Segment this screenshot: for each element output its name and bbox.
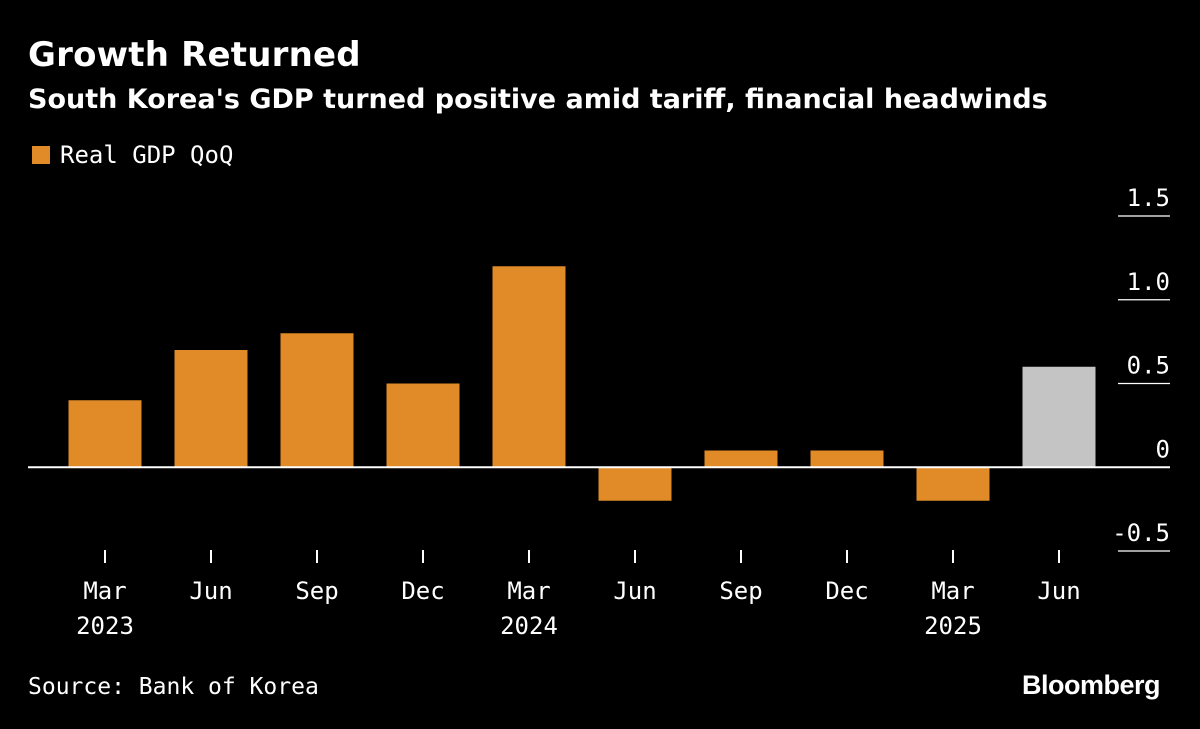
source-note: Source: Bank of Korea xyxy=(28,674,319,700)
bar xyxy=(704,450,778,468)
legend-label: Real GDP QoQ xyxy=(60,141,234,169)
x-tick-label: Mar xyxy=(507,577,550,605)
x-tick-label: Jun xyxy=(1037,577,1080,605)
bar xyxy=(916,467,990,501)
x-tick-label: Mar xyxy=(83,577,126,605)
x-tick-label: Dec xyxy=(825,577,868,605)
y-tick-label: -0.5 xyxy=(1112,519,1170,547)
bar xyxy=(280,333,354,468)
x-tick-label: Jun xyxy=(613,577,656,605)
y-tick-label: 1.0 xyxy=(1127,268,1170,296)
bar xyxy=(174,350,248,468)
x-tick-label: Sep xyxy=(295,577,338,605)
chart-title: Growth Returned xyxy=(28,35,361,75)
y-tick-label: 0.5 xyxy=(1127,352,1170,380)
bar xyxy=(386,383,460,468)
bar xyxy=(1022,366,1096,468)
y-tick-label: 1.5 xyxy=(1127,184,1170,212)
y-tick-label: 0 xyxy=(1156,435,1170,463)
bar xyxy=(598,467,672,501)
bar xyxy=(492,266,566,468)
bloomberg-logo: Bloomberg xyxy=(1021,670,1161,700)
chart-legend: Real GDP QoQ xyxy=(32,141,233,169)
x-tick-label: Sep xyxy=(719,577,762,605)
x-year-label: 2025 xyxy=(924,612,982,640)
legend-swatch xyxy=(32,146,50,164)
x-tick-label: Jun xyxy=(189,577,232,605)
x-year-label: 2024 xyxy=(500,612,558,640)
x-tick-label: Mar xyxy=(931,577,974,605)
x-tick-label: Dec xyxy=(401,577,444,605)
chart-subtitle: South Korea's GDP turned positive amid t… xyxy=(28,84,1048,115)
x-year-label: 2023 xyxy=(76,612,134,640)
bar xyxy=(68,400,142,468)
bar xyxy=(810,450,884,468)
